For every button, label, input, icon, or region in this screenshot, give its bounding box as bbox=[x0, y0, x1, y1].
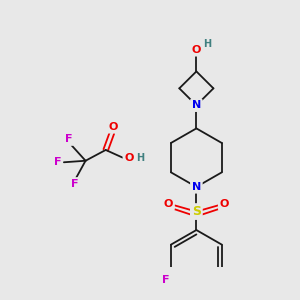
Text: N: N bbox=[192, 182, 201, 192]
Text: H: H bbox=[136, 153, 144, 163]
Text: O: O bbox=[164, 199, 173, 209]
Text: H: H bbox=[203, 39, 211, 49]
Text: O: O bbox=[192, 45, 201, 55]
Text: O: O bbox=[124, 153, 134, 163]
Text: F: F bbox=[163, 275, 170, 285]
Text: F: F bbox=[71, 179, 79, 189]
Text: O: O bbox=[220, 199, 229, 209]
Text: F: F bbox=[65, 134, 72, 144]
Text: N: N bbox=[192, 100, 201, 110]
Text: O: O bbox=[109, 122, 118, 132]
Text: F: F bbox=[54, 157, 62, 167]
Text: S: S bbox=[192, 205, 201, 218]
